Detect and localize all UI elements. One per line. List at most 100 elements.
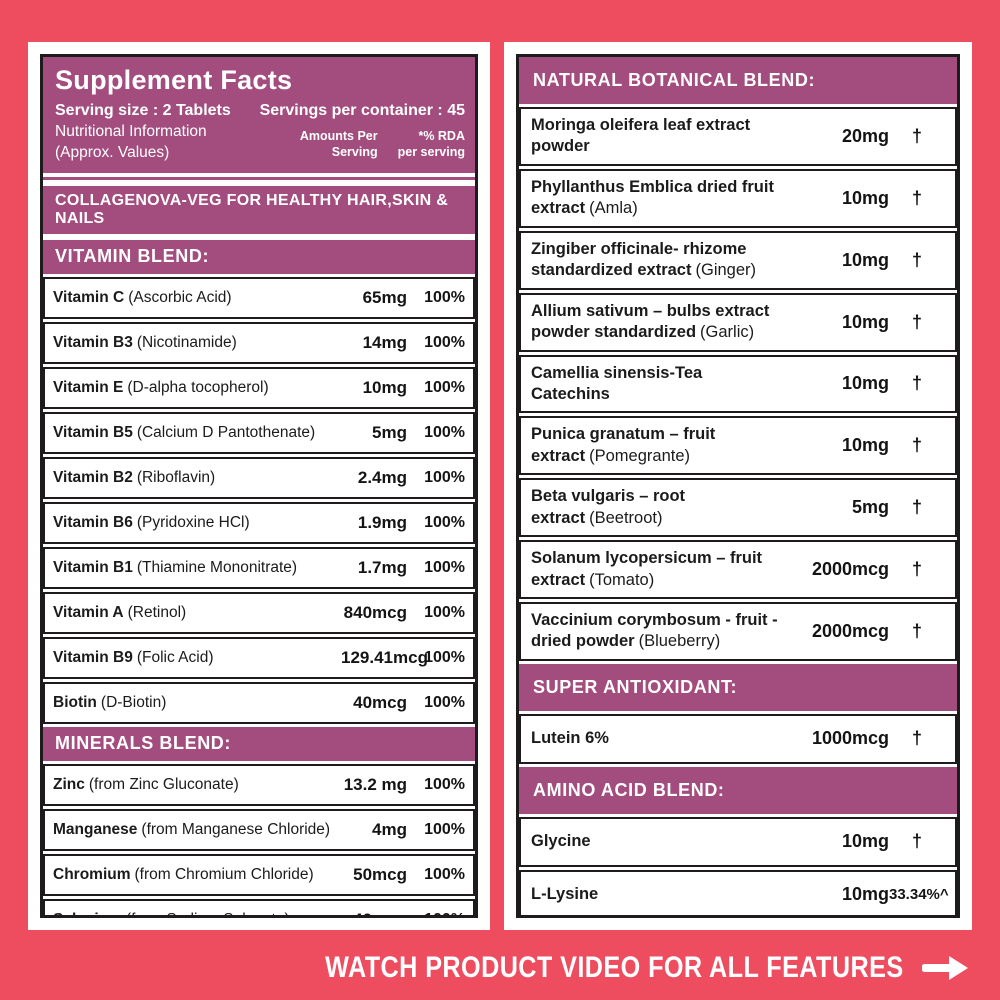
ingredient-name: Glycine xyxy=(531,831,789,852)
table-row: Phyllanthus Emblica dried fruit extract(… xyxy=(519,168,957,228)
divider xyxy=(43,173,475,187)
table-row: Vitamin B3 (Nicotinamide) 14mg 100% xyxy=(43,322,475,365)
ingredient-name: Manganese (from Manganese Chloride) xyxy=(53,821,341,839)
ingredient-detail: (Folic Acid) xyxy=(136,649,214,667)
ingredient-name: Vaccinium corymbosum - fruit - dried pow… xyxy=(531,610,789,653)
ingredient-detail: (Ginger) xyxy=(695,261,756,280)
watch-video-label: WATCH PRODUCT VIDEO FOR ALL FEATURES xyxy=(325,951,904,984)
dagger-symbol: † xyxy=(911,249,922,270)
ingredient-name: Biotin (D-Biotin) xyxy=(53,694,341,712)
ingredient-detail: (Ascorbic Acid) xyxy=(128,289,232,307)
ingredient-name-bold: Solanum lycopersicum – fruit extract xyxy=(531,549,763,589)
column-header-rda-line2: per serving xyxy=(397,145,465,160)
table-row: Vitamin B6 (Pyridoxine HCl) 1.9mg 100% xyxy=(43,502,475,545)
table-row: Biotin (D-Biotin) 40mcg 100% xyxy=(43,682,475,725)
table-row: Chromium (from Chromium Chloride) 50mcg 1… xyxy=(43,854,475,897)
amount-value: 10mg xyxy=(841,884,889,905)
amount-value: 2000mcg xyxy=(811,559,889,580)
dagger-symbol: † xyxy=(911,311,922,332)
ingredient-name-bold: Vitamin B3 xyxy=(53,334,133,352)
column-headers: Amounts Per Serving *% RDA per serving xyxy=(250,128,465,161)
arrow-right-icon xyxy=(922,956,968,980)
ingredient-name: Chromium (from Chromium Chloride) xyxy=(53,866,341,884)
ingredient-name-bold: L-Lysine xyxy=(531,885,599,904)
rda-value: 100% xyxy=(424,289,465,307)
ingredient-name: Vitamin C (Ascorbic Acid) xyxy=(53,289,341,307)
supplement-facts-card: Supplement Facts Serving size : 2 Tablet… xyxy=(28,42,490,930)
amount-value: 10mg xyxy=(841,831,889,852)
ingredient-name-bold: Selenium xyxy=(53,911,122,915)
rda-value: 100% xyxy=(424,559,465,577)
ingredient-detail: (Nicotinamide) xyxy=(136,334,237,352)
column-header-rda: *% RDA per serving xyxy=(398,128,465,161)
amount-value: 10mg xyxy=(841,187,889,208)
ingredient-name: Lutein 6% xyxy=(531,728,789,749)
ingredient-name: Punica granatum – fruit extract (Pomegran… xyxy=(531,424,789,467)
ingredient-name: Zingiber officinale- rhizome standardize… xyxy=(531,239,789,282)
amount-value: 1.9mg xyxy=(357,513,407,533)
ingredient-name: Beta vulgaris – root extract (Beetroot) xyxy=(531,486,789,529)
amount-value: 13.2 mg xyxy=(343,775,407,795)
table-row: Vitamin E (D-alpha tocopherol) 10mg 100% xyxy=(43,367,475,410)
rda-value: 100% xyxy=(424,866,465,884)
table-row: Glycine 10mg † xyxy=(519,816,957,867)
ingredient-detail: (Thiamine Mononitrate) xyxy=(136,559,298,577)
amount-value: 14mg xyxy=(362,333,407,353)
amount-value: 2000mcg xyxy=(811,620,889,641)
rda-value: 33.34%^ xyxy=(889,886,949,904)
ingredient-name: Selenium (from Sodium Selenate) xyxy=(53,911,341,915)
dagger-symbol: † xyxy=(911,497,922,518)
amount-value: 10mg xyxy=(841,249,889,270)
table-row: Vaccinium corymbosum - fruit - dried pow… xyxy=(519,602,957,661)
ingredient-name-bold: Vitamin B5 xyxy=(53,424,133,442)
ingredient-detail: (Amla) xyxy=(589,199,638,218)
ingredient-name-bold: Allium sativum – bulbs extract powder st… xyxy=(531,301,770,342)
ingredient-name-bold: Punica granatum – fruit extract xyxy=(531,425,716,465)
amount-value: 10mg xyxy=(362,378,407,398)
ingredient-detail: (Garlic) xyxy=(700,323,755,342)
watch-video-banner[interactable]: WATCH PRODUCT VIDEO FOR ALL FEATURES xyxy=(0,936,1000,1000)
ingredient-detail: (D-Biotin) xyxy=(100,694,167,712)
ingredient-name-bold: Vitamin B9 xyxy=(53,649,133,667)
table-row: Vitamin B1 (Thiamine Mononitrate) 1.7mg 1… xyxy=(43,547,475,590)
ingredient-name-bold: Vitamin B1 xyxy=(53,559,133,577)
ingredient-detail: (from Manganese Chloride) xyxy=(141,821,331,839)
ingredient-name: Vitamin B3 (Nicotinamide) xyxy=(53,334,341,352)
amount-value: 5mg xyxy=(851,497,889,518)
ingredient-detail: (from Zinc Gluconate) xyxy=(88,776,239,794)
ingredient-detail: (Blueberry) xyxy=(638,632,721,651)
table-row: Vitamin A (Retinol) 840mcg 100% xyxy=(43,592,475,635)
section-heading-natural-botanical: NATURAL BOTANICAL BLEND: xyxy=(519,57,957,104)
rda-value: 100% xyxy=(424,821,465,839)
table-row: Camellia sinensis-Tea Catechins 10mg † xyxy=(519,354,957,414)
serving-size: Serving size : 2 Tablets xyxy=(55,102,231,119)
ingredient-name: Camellia sinensis-Tea Catechins xyxy=(531,363,789,406)
supplement-facts-panel: Supplement Facts Serving size : 2 Tablet… xyxy=(40,54,478,918)
dagger-symbol: † xyxy=(911,620,922,641)
rda-value: 100% xyxy=(424,776,465,794)
rda-value: 100% xyxy=(407,911,465,915)
section-heading-vitamin-blend: VITAMIN BLEND: xyxy=(43,240,475,275)
column-header-amounts: Amounts Per Serving xyxy=(300,128,378,161)
table-row: Punica granatum – fruit extract (Pomegran… xyxy=(519,416,957,476)
amount-value: 10mg xyxy=(841,311,889,332)
table-row: Allium sativum – bulbs extract powder st… xyxy=(519,292,957,352)
dagger-symbol: † xyxy=(911,559,922,580)
table-row: Beta vulgaris – root extract (Beetroot) 5… xyxy=(519,478,957,538)
section-heading-super-antioxidant: SUPER ANTIOXIDANT: xyxy=(519,663,957,711)
panel-title: Supplement Facts xyxy=(55,65,293,95)
rda-value: 100% xyxy=(424,604,465,622)
ingredient-detail: (from Chromium Chloride) xyxy=(134,866,314,884)
amount-value: 840mcg xyxy=(343,603,407,623)
ingredient-detail: (Pomegrante) xyxy=(589,446,691,465)
ingredient-detail: (Calcium D Pantothenate) xyxy=(136,424,316,442)
rda-value: 100% xyxy=(424,469,465,487)
ingredient-detail: (Tomato) xyxy=(589,570,655,589)
column-header-amounts-line2: Serving xyxy=(331,145,378,160)
ingredient-name: Moringa oleifera leaf extract powder xyxy=(531,115,789,158)
table-row: Selenium (from Sodium Selenate) 40mcg 100… xyxy=(43,899,475,915)
ingredient-name-bold: Phyllanthus Emblica dried fruit extract xyxy=(531,177,774,218)
ingredient-detail: (Beetroot) xyxy=(589,508,663,527)
ingredient-name-bold: Zingiber officinale- rhizome standardize… xyxy=(531,239,747,280)
ingredient-name-bold: Chromium xyxy=(53,866,131,884)
